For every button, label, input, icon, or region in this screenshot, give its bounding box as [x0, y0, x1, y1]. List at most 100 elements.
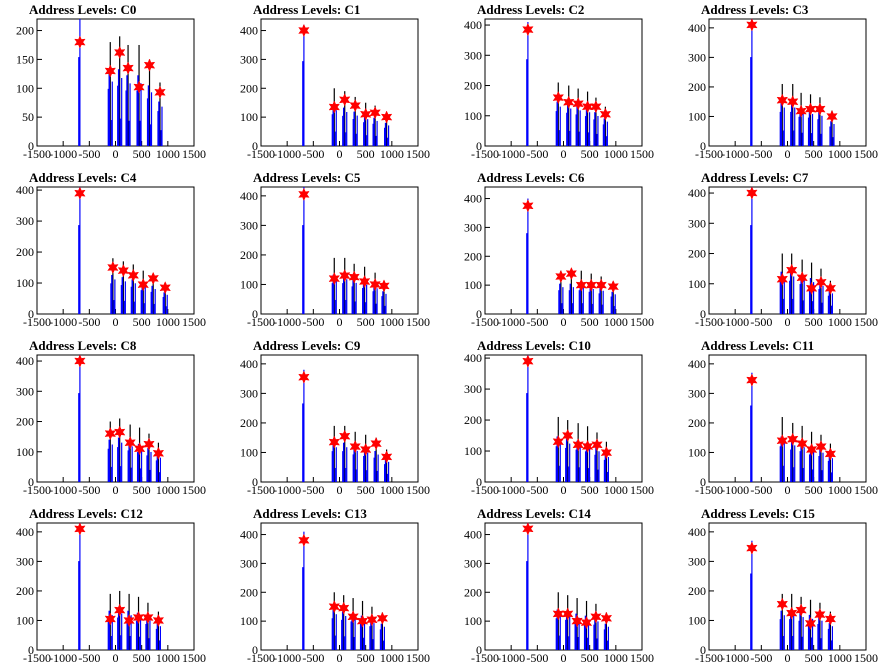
y-tick-label: 400 — [688, 21, 706, 35]
y-tick-label: 100 — [16, 276, 34, 290]
y-tick-label: 200 — [464, 249, 482, 263]
peak-marker — [565, 266, 578, 281]
x-tick-label: 1000 — [380, 147, 404, 161]
y-tick-label: 300 — [240, 386, 258, 400]
histogram-panel: Address Levels: C13 0 100 200 300 400 -1500 -10… — [226, 504, 450, 672]
peak-marker — [154, 85, 166, 99]
plot-frame — [708, 18, 867, 147]
y-tick-label: 0 — [252, 475, 258, 489]
y-tick-label: 100 — [464, 278, 482, 292]
peak-marker — [359, 107, 372, 121]
y-tick-label: 300 — [240, 218, 258, 232]
peak-marker — [338, 93, 351, 107]
peak-marker — [159, 281, 171, 295]
plot-frame — [36, 18, 195, 147]
histogram-chart: Address Levels: C10 0 100 200 300 400 -1500-10… — [464, 338, 654, 497]
x-tick-label: -500 — [78, 315, 100, 329]
x-tick-label: -500 — [750, 315, 772, 329]
chart-title: Address Levels: C6 — [477, 170, 585, 185]
x-tick-label: 500 — [133, 315, 151, 329]
peak-marker — [805, 281, 818, 295]
peak-marker — [786, 95, 799, 109]
y-tick-label: 300 — [688, 50, 706, 64]
x-tick-label: 1000 — [380, 651, 404, 665]
peak-marker — [796, 271, 808, 285]
x-tick-label: -1500 — [695, 483, 723, 497]
peak-marker — [561, 607, 574, 621]
y-tick-label: 300 — [464, 48, 482, 62]
peak-marker — [572, 438, 584, 452]
y-tick-label: 0 — [476, 139, 482, 153]
peak-marker — [824, 447, 837, 461]
histogram-chart: Address Levels: C5 0 100 200 300 400 -1500-100… — [240, 170, 430, 329]
x-tick-label: -1000 — [497, 147, 525, 161]
x-tick-label: -1000 — [721, 147, 749, 161]
x-tick-label: 1000 — [828, 651, 852, 665]
x-tick-label: -1000 — [721, 315, 749, 329]
histogram-panel: Address Levels: C12 0 100 200 300 400 -1500 -10… — [2, 504, 226, 672]
y-tick-label: 300 — [240, 556, 258, 570]
peak-marker — [122, 61, 134, 75]
x-tick-label: 500 — [805, 147, 823, 161]
chart-title: Address Levels: C2 — [477, 2, 584, 17]
x-tick-label: 0 — [561, 315, 567, 329]
y-tick-label: 200 — [464, 585, 482, 599]
histogram-panel: Address Levels: C11 0 100 200 300 400 -1500 -10… — [674, 336, 896, 504]
x-tick-label: -1000 — [273, 483, 301, 497]
y-tick-label: 100 — [240, 445, 258, 459]
y-tick-label: 400 — [688, 186, 706, 200]
histogram-chart: Address Levels: C4 0 100 200 300 400 -1500-100… — [16, 170, 206, 329]
chart-title: Address Levels: C3 — [701, 2, 809, 17]
histogram-chart: Address Levels: C7 0 100 200 300 400 -1500-100… — [688, 170, 878, 329]
x-tick-label: 1000 — [380, 315, 404, 329]
y-tick-label: 100 — [464, 444, 482, 458]
chart-title: Address Levels: C10 — [477, 338, 591, 353]
x-tick-label: -1500 — [471, 651, 499, 665]
y-tick-label: 300 — [16, 214, 34, 228]
x-tick-label: 1000 — [604, 651, 628, 665]
x-tick-label: -500 — [750, 147, 772, 161]
peak-marker — [804, 616, 817, 631]
peak-marker — [607, 279, 619, 294]
peak-marker — [348, 270, 360, 284]
peak-marker — [572, 97, 584, 111]
peak-marker — [74, 186, 86, 200]
peak-marker — [595, 278, 607, 292]
peak-marker — [552, 607, 565, 621]
y-tick-label: 150 — [16, 52, 34, 66]
peak-marker — [113, 425, 126, 439]
y-tick-label: 400 — [688, 357, 706, 371]
histogram-chart: Address Levels: C1 0 100 200 300 400 -1500-100… — [240, 2, 430, 161]
histogram-chart: Address Levels: C14 0 100 200 300 400 -1500-10… — [464, 506, 654, 665]
x-tick-label: -1500 — [247, 483, 275, 497]
y-tick-label: 400 — [16, 525, 34, 539]
x-tick-label: 0 — [337, 483, 343, 497]
plot-frame — [484, 18, 643, 147]
peak-marker — [746, 186, 758, 200]
peak-marker — [366, 613, 378, 627]
peak-marker — [581, 100, 594, 114]
histogram-chart: Address Levels: C2 0 100 200 300 400 -1500-100… — [464, 2, 654, 161]
y-tick-label: 300 — [688, 386, 706, 400]
peak-marker — [575, 278, 588, 292]
peak-marker — [522, 199, 534, 213]
peak-marker — [580, 615, 593, 630]
peak-marker — [552, 435, 565, 449]
peak-marker — [581, 439, 594, 454]
y-tick-label: 100 — [688, 613, 706, 627]
x-tick-label: -500 — [302, 315, 324, 329]
x-tick-label: 500 — [133, 147, 151, 161]
x-tick-label: 1500 — [854, 315, 878, 329]
y-tick-label: 200 — [16, 415, 34, 429]
x-tick-label: 1500 — [182, 147, 206, 161]
x-tick-label: 1000 — [156, 315, 180, 329]
peak-marker — [776, 272, 789, 286]
x-tick-label: -1000 — [721, 483, 749, 497]
y-tick-label: 200 — [240, 81, 258, 95]
x-tick-label: -1500 — [247, 147, 275, 161]
y-tick-label: 0 — [28, 139, 34, 153]
y-tick-label: 300 — [240, 52, 258, 66]
peak-marker — [815, 439, 827, 454]
x-tick-label: 500 — [805, 483, 823, 497]
